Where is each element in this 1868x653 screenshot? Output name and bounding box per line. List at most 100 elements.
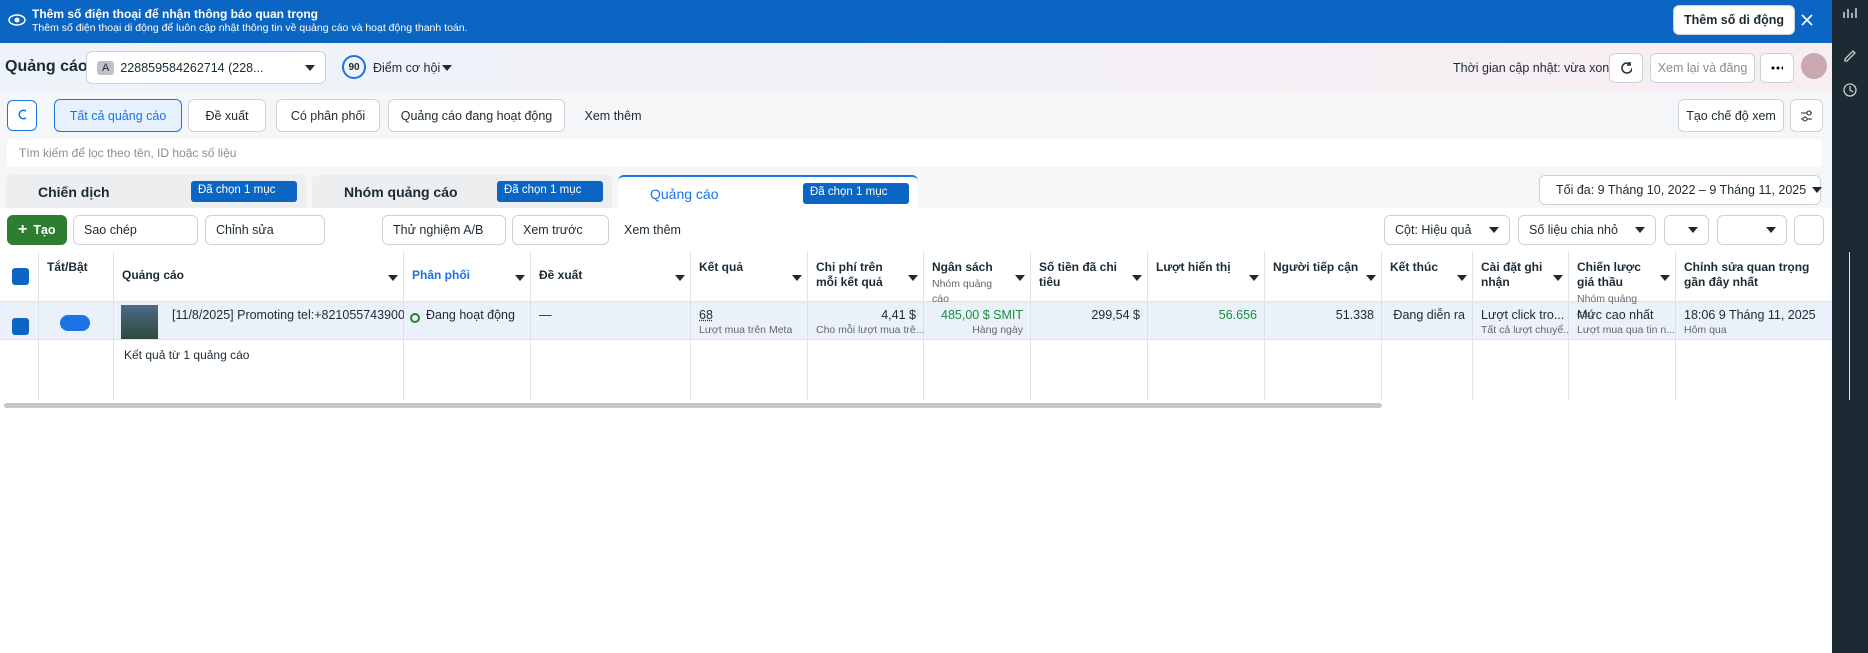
checkbox[interactable] [12,268,29,285]
caret[interactable] [515,275,525,281]
filter-chip[interactable]: Đề xuất [188,99,266,132]
row-cell: 485,00 $ SMIT Hàng ngày [924,308,1031,336]
ads-table: Tắt/Bật Quảng cáo Phân phối Đề xuất Kết quả C… [0,252,1850,402]
column-header[interactable]: Quảng cáo [114,258,404,283]
cell [1031,340,1148,400]
add-phone-button[interactable]: Thêm số di động [1673,5,1795,35]
column-header-label: Tắt/Bật [47,260,88,274]
scrollbar[interactable] [4,403,1382,408]
columns-button[interactable]: Cột: Hiệu quả [1384,215,1510,245]
breakdown-label: Số liệu chia nhỏ [1529,223,1618,237]
search-input[interactable]: Tìm kiếm để lọc theo tên, ID hoặc số liệ… [7,139,1822,167]
report-button[interactable] [1664,215,1709,245]
caret[interactable] [388,275,398,281]
cell [531,340,691,400]
caret[interactable] [1366,275,1376,281]
toolbar-button[interactable]: Xem trước [512,215,609,245]
account-selector[interactable]: A 228859584262714 (228... [86,51,326,84]
level-badge[interactable]: Đã chọn 1 mục [191,181,298,202]
column-header[interactable]: Chiến lược giá thầu Nhóm quảng cáo [1569,258,1676,322]
more-button[interactable] [1760,53,1794,83]
cell-text: Đang diễn ra [1393,308,1465,322]
sidebar-icons[interactable] [1842,6,1858,106]
caret[interactable] [1553,275,1563,281]
cell [1265,252,1382,302]
cell [1382,302,1473,340]
column-header[interactable]: Người tiếp cận [1265,258,1382,275]
search-button[interactable] [7,100,37,131]
caret[interactable] [675,275,685,281]
level-badge[interactable]: Đã chọn 1 mục [497,181,604,202]
column-header[interactable]: Tắt/Bật [39,258,114,275]
filter-chip[interactable]: Có phân phối [276,99,380,132]
column-header[interactable]: Lượt hiển thị [1148,258,1265,275]
cell [39,302,114,340]
column-header-label: Người tiếp cận [1273,260,1359,274]
toolbar-button[interactable]: Chỉnh sửa [205,215,325,245]
cell-text: — [539,308,552,322]
row-cell: Đang hoạt động [404,308,531,322]
filter-chip[interactable]: Quảng cáo đang hoạt động [388,99,565,132]
caret[interactable] [792,275,802,281]
level-badge[interactable]: Đã chọn 1 mục [803,183,910,204]
toolbar-button[interactable]: Thử nghiệm A/B [382,215,506,245]
date-range[interactable]: Tối đa: 9 Tháng 10, 2022 – 9 Tháng 11, 2… [1539,175,1823,205]
column-header[interactable]: Ngân sách Nhóm quảng cáo [924,258,1031,307]
toolbar-button[interactable]: Sao chép [73,215,198,245]
refresh-button[interactable] [1609,53,1643,83]
page-title: Quảng cáo [5,58,88,75]
close-icon[interactable] [1800,13,1814,27]
cell-text: [11/8/2025] Promoting tel:+821055743900 [172,308,404,322]
row-cell: 68 Lượt mua trên Meta [691,308,808,336]
row-cell: Đang diễn ra [1382,308,1473,322]
cell-text: 299,54 $ [1091,308,1140,322]
toolbar-button[interactable]: Xem thêm [614,215,704,245]
breakdown-button[interactable]: Số liệu chia nhỏ [1518,215,1656,245]
eye-icon [8,14,26,26]
date-range-text: Tối đa: 9 Tháng 10, 2022 – 9 Tháng 11, 2… [1556,183,1807,197]
cell [114,302,404,340]
cell-text: Mức cao nhất [1577,308,1654,322]
level-tab[interactable]: Chiến dịch Đã chọn 1 mục [6,175,306,208]
caret[interactable] [1132,275,1142,281]
caret [1688,227,1698,233]
row-cell[interactable]: [11/8/2025] Promoting tel:+821055743900 [164,308,404,322]
caret[interactable] [1660,275,1670,281]
column-header-label: Ngân sách [932,260,993,274]
column-header[interactable]: Chi phí trên mỗi kết quả [808,258,924,290]
caret[interactable] [1015,275,1025,281]
level-label: Nhóm quảng cáo [344,184,458,200]
score-label[interactable]: Điểm cơ hội [373,61,441,75]
filter-chip[interactable]: Xem thêm [584,108,642,123]
review-button[interactable]: Xem lại và đăng [1650,53,1755,83]
create-view-button[interactable]: Tạo chế độ xem [1678,99,1784,132]
column-header[interactable]: Kết quả [691,258,808,275]
account-letter: A [97,60,115,75]
topbar: Quảng cáo A 228859584262714 (228... 90 Đ… [0,43,1832,92]
caret[interactable] [908,275,918,281]
cell-sub: Tất cả lượt chuyể... [1481,324,1569,336]
column-header[interactable]: Chỉnh sửa quan trọng gần đây nhất [1676,258,1832,290]
create-button[interactable]: + Tạo [7,215,67,245]
column-header[interactable]: Số tiền đã chi tiêu [1031,258,1148,290]
column-header[interactable]: Phân phối [404,258,531,283]
cell [0,302,39,340]
column-header[interactable]: Cài đặt ghi nhận [1473,258,1569,290]
filter-chip[interactable]: Tất cả quảng cáo [54,99,182,132]
toggle[interactable] [60,315,90,331]
checkbox[interactable] [12,318,29,335]
cell [1382,340,1473,400]
summary: Kết quả từ 1 quảng cáo [124,348,250,362]
chart-button[interactable] [1794,215,1824,245]
caret[interactable] [1457,275,1467,281]
export-button[interactable] [1717,215,1787,245]
avatar[interactable] [1801,53,1827,79]
caret[interactable] [1249,275,1259,281]
settings-button[interactable] [1790,99,1823,132]
level-tab[interactable]: Quảng cáo Đã chọn 1 mục [618,175,918,208]
level-tab[interactable]: Nhóm quảng cáo Đã chọn 1 mục [312,175,612,208]
column-header[interactable]: Kết thúc [1382,258,1473,275]
column-header[interactable]: Đề xuất [531,258,691,283]
cell [924,302,1031,340]
caret [1766,227,1776,233]
